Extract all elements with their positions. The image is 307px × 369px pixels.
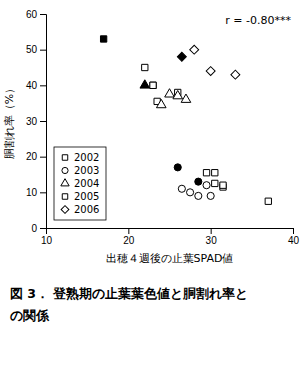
x-axis-title: 出穂４週後の止葉SPAD値 — [106, 252, 234, 265]
tick: 20 — [26, 151, 46, 162]
tick-mark — [293, 228, 294, 234]
y-axis: 0 10 20 30 40 50 60 — [26, 9, 47, 234]
tick-mark — [40, 157, 46, 158]
tick-label: 30 — [206, 235, 218, 246]
x-axis: 10 20 30 40 — [41, 228, 300, 246]
legend-symbol — [62, 167, 68, 173]
legend-frame — [54, 147, 106, 220]
point — [220, 182, 226, 188]
tick: 30 — [26, 116, 46, 127]
point — [142, 64, 148, 70]
legend-label: 2004 — [74, 178, 99, 189]
tick-label: 0 — [31, 223, 37, 234]
legend-symbol — [62, 155, 67, 160]
point — [212, 170, 218, 176]
legend-symbol — [61, 206, 69, 214]
chart: 10 20 30 40 0 10 20 30 40 50 60 出穂４週後の止葉SPAD値 胴割れ率（%… — [0, 0, 307, 369]
legend-label: 2002 — [74, 152, 99, 163]
tick-mark — [40, 228, 46, 229]
point — [195, 178, 202, 185]
tick-label: 20 — [26, 151, 38, 162]
tick: 10 — [26, 187, 46, 198]
tick: 40 — [26, 80, 46, 91]
point — [195, 192, 202, 199]
tick-label: 60 — [26, 9, 38, 20]
tick-label: 40 — [288, 235, 300, 246]
point — [177, 52, 186, 61]
tick-mark — [128, 228, 129, 234]
point — [173, 90, 183, 98]
point — [150, 82, 156, 88]
point — [207, 192, 214, 199]
point — [265, 198, 271, 204]
tick-label: 40 — [26, 80, 38, 91]
point — [206, 67, 215, 76]
axis-line — [47, 229, 294, 235]
tick-mark — [40, 14, 46, 15]
tick-label: 10 — [26, 187, 38, 198]
series — [100, 36, 271, 205]
tick-mark — [211, 228, 212, 234]
series — [174, 164, 214, 200]
legend: 2002 2003 2004 2005 2006 — [54, 147, 106, 220]
tick: 50 — [26, 44, 46, 55]
tick-mark — [40, 85, 46, 86]
tick: 30 — [206, 228, 218, 246]
tick: 20 — [123, 228, 135, 246]
caption: の関係 — [10, 308, 50, 323]
points — [100, 36, 271, 205]
tick-label: 50 — [26, 44, 38, 55]
point — [165, 89, 175, 97]
point — [190, 45, 199, 54]
tick-mark — [40, 121, 46, 122]
series — [177, 45, 239, 79]
tick-label: 30 — [26, 116, 38, 127]
point — [203, 170, 209, 176]
tick-label: 20 — [123, 235, 135, 246]
legend-symbol — [61, 179, 69, 186]
point — [181, 94, 191, 102]
point — [140, 80, 150, 88]
legend-label: 2006 — [74, 204, 99, 215]
point — [231, 70, 240, 79]
legend-symbol — [62, 194, 67, 199]
tick: 0 — [31, 223, 46, 234]
y-axis-title: 胴割れ率（%） — [3, 83, 16, 159]
point — [178, 185, 185, 192]
legend-label: 2003 — [74, 165, 99, 176]
tick-label: 10 — [41, 235, 53, 246]
axis-line — [40, 15, 47, 229]
tick: 10 — [41, 228, 53, 246]
point — [150, 82, 156, 88]
point — [174, 164, 181, 171]
point — [156, 99, 166, 107]
point — [187, 189, 194, 196]
legend-label: 2005 — [74, 191, 99, 202]
point — [203, 182, 210, 189]
tick-mark — [40, 50, 46, 51]
series — [150, 82, 226, 188]
tick: 60 — [26, 9, 46, 20]
tick: 40 — [288, 228, 300, 246]
tick-mark — [40, 192, 46, 193]
series — [140, 80, 191, 108]
point — [212, 180, 218, 186]
annotation: r = -0.80*** — [225, 14, 291, 27]
caption: 図 3． 登熟期の止葉葉色値と胴割れ率と — [10, 286, 248, 301]
point — [100, 36, 106, 42]
